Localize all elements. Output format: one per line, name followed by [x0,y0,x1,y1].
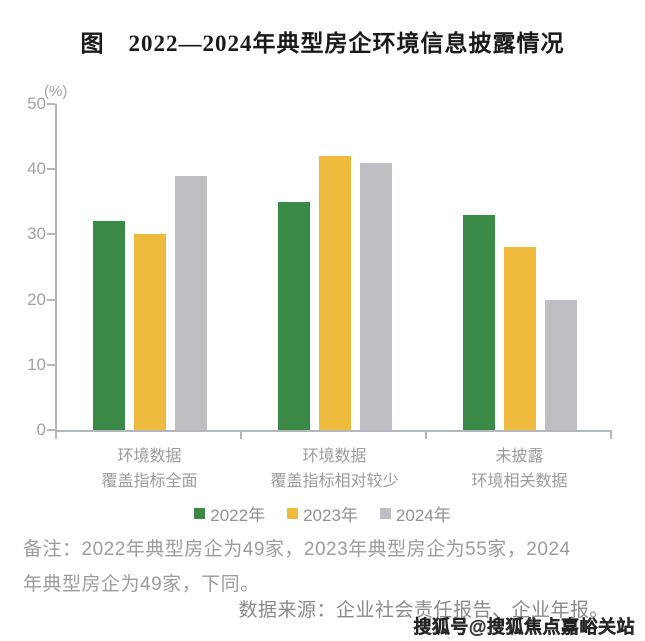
bar-2023年-group1 [133,234,166,430]
bar-2024年-group3 [544,299,577,430]
y-axis-tick-label: 0 [36,420,46,439]
bar-2022年-group3 [462,214,495,430]
y-axis-tick-label: 20 [27,289,46,309]
y-axis-tick-mark [47,168,55,171]
legend: 2022年 2023年 2024年 [0,501,645,525]
y-axis-tick-mark [47,103,55,105]
chart-title: 图 2022—2024年典型房企环境信息披露情况 [80,31,565,56]
y-axis-tick-label: 10 [27,354,46,374]
legend-item-2023年: 2023年 [287,501,358,526]
y-axis-tick-label: 30 [27,224,46,244]
legend-label: 2024年 [395,505,451,525]
x-axis-category-label: 未披露 环境相关数据 [427,444,612,494]
y-axis-tick-mark [47,363,55,366]
plot-area [55,104,612,432]
legend-item-2024年: 2024年 [379,501,451,526]
y-axis-tick-mark [47,298,55,301]
x-axis-category-label: 环境数据覆盖指标全面 [57,444,242,494]
legend-swatch-icon [379,507,391,519]
footnote-line: 备注：2022年典型房企为49家，2023年典型房企为55家，2024 [23,539,571,560]
x-axis-category-line: 覆盖指标相对较少 [270,473,399,490]
legend-label: 2023年 [303,505,358,525]
x-axis-tick-mark [425,432,427,439]
x-axis-category-line: 环境数据 [302,448,367,465]
x-axis-category-line: 环境数据 [117,448,182,465]
y-axis-tick-mark [47,429,55,431]
bar-2024年-group2 [359,162,392,430]
watermark: 搜狐号@搜狐焦点嘉峪关站 [413,617,635,637]
y-axis-tick-label: 50 [27,94,46,113]
bar-2023年-group2 [318,156,351,430]
footnote: 备注：2022年典型房企为49家，2023年典型房企为55家，2024 年典型房… [23,532,623,602]
legend-swatch-icon [194,507,206,519]
x-axis-tick-mark [55,432,57,439]
x-axis-category-line: 未披露 [495,448,544,465]
legend-label: 2022年 [210,505,266,525]
x-axis-category-label: 环境数据覆盖指标相对较少 [242,444,427,494]
legend-swatch-icon [287,507,299,519]
footnote-line: 年典型房企为49家，下同。 [23,574,260,595]
x-axis-tick-mark [240,432,242,439]
bar-2022年-group2 [277,201,310,430]
x-axis-category-line: 覆盖指标全面 [101,473,198,490]
x-axis-category-line: 环境相关数据 [471,473,568,490]
x-axis-tick-mark [610,432,612,439]
bar-2023年-group3 [503,247,536,430]
legend-item-2022年: 2022年 [194,501,265,526]
y-axis-unit-label: (%) [44,83,68,100]
bar-2022年-group1 [92,221,125,430]
y-axis-tick-label: 40 [27,159,46,179]
data-source: 数据来源：企业社会责任报告、企业年报。 [238,600,609,621]
y-axis-tick-mark [47,233,55,236]
bar-2024年-group1 [174,175,207,430]
